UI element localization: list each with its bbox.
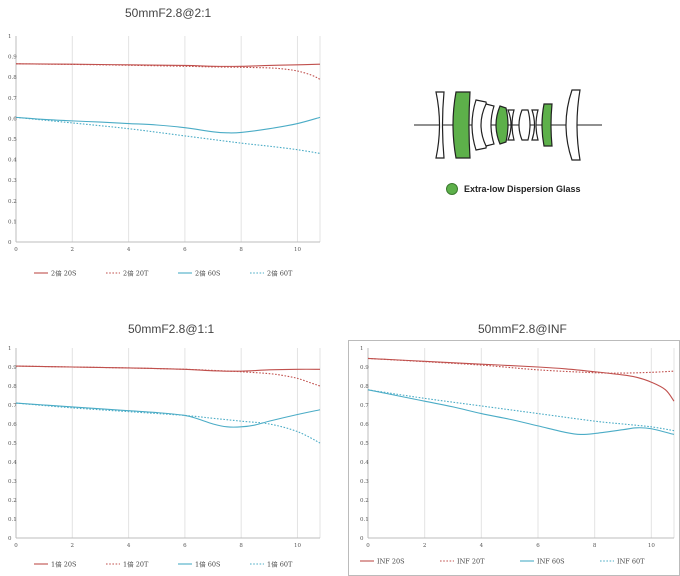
y-tick-label: 0.4 — [360, 460, 369, 466]
series-line-2 — [367, 389, 675, 436]
y-tick-label: 0.3 — [8, 479, 17, 485]
y-tick-label: 0.5 — [8, 441, 17, 447]
lens-construction-diagram — [414, 89, 602, 161]
x-tick-label: 10 — [294, 247, 301, 253]
x-tick-label: 0 — [366, 543, 370, 549]
lens-element-7 — [518, 109, 531, 141]
lens-element-ed-1 — [452, 91, 471, 159]
x-tick-label: 10 — [294, 543, 301, 549]
legend-label-3: 2倍 60T — [267, 269, 293, 278]
x-tick-label: 10 — [648, 543, 655, 549]
y-tick-label: 1 — [8, 346, 12, 352]
series-line-2 — [15, 402, 321, 428]
y-tick-label: 0.7 — [8, 96, 17, 102]
y-tick-label: 0.6 — [360, 422, 369, 428]
series-line-1 — [15, 63, 321, 80]
x-tick-label: 4 — [480, 543, 484, 549]
mtf-chart-2to1: 0 2 4 6 8 10 0 0.1 0.2 0.3 0.4 0.5 0.6 0.7 0.8 0.9 1 2倍 2… — [8, 34, 321, 278]
x-tick-label: 6 — [536, 543, 540, 549]
lens-element-ed-3 — [541, 103, 553, 147]
lens-element-4 — [480, 103, 495, 147]
ed-glass-swatch — [446, 183, 458, 195]
y-tick-label: 1 — [360, 346, 364, 352]
series-line-0 — [15, 365, 321, 372]
series-line-2 — [15, 116, 321, 134]
x-tick-label: 2 — [71, 543, 75, 549]
y-tick-label: 0.2 — [8, 199, 17, 205]
y-tick-label: 0.8 — [8, 75, 17, 81]
legend-label-0: 2倍 20S — [51, 269, 76, 278]
x-tick-label: 8 — [239, 543, 243, 549]
mtf-chart-inf: 0 2 4 6 8 10 0 0.1 0.2 0.3 0.4 0.5 0.6 0.7 0.8 0.9 1 INF … — [348, 340, 680, 576]
x-tick-label: 0 — [14, 247, 18, 253]
x-tick-label: 0 — [14, 543, 18, 549]
y-tick-label: 0.8 — [8, 384, 17, 390]
y-tick-label: 0 — [8, 536, 12, 542]
y-tick-label: 0.5 — [360, 441, 369, 447]
series-line-0 — [367, 357, 675, 402]
series-line-0 — [15, 63, 321, 67]
lens-legend: Extra-low Dispersion Glass — [446, 183, 581, 195]
y-tick-label: 0 — [360, 536, 364, 542]
x-tick-label: 4 — [127, 247, 131, 253]
lens-legend-label: Extra-low Dispersion Glass — [464, 184, 581, 194]
y-tick-label: 0.2 — [8, 498, 17, 504]
y-tick-label: 0.3 — [360, 479, 369, 485]
legend-label-3: INF 60T — [617, 558, 645, 566]
y-tick-label: 0.8 — [360, 384, 369, 390]
legend-label-1: 1倍 20T — [123, 560, 149, 569]
y-tick-label: 0.2 — [360, 498, 369, 504]
chart-title-2to1: 50mmF2.8@2:1 — [125, 6, 212, 20]
y-tick-label: 0.9 — [360, 365, 369, 371]
y-tick-label: 0.7 — [360, 403, 369, 409]
legend-label-1: INF 20T — [457, 558, 485, 566]
y-tick-label: 0.9 — [8, 55, 17, 61]
x-tick-label: 6 — [183, 543, 187, 549]
legend-label-2: 1倍 60S — [195, 560, 220, 569]
x-tick-label: 8 — [239, 247, 243, 253]
y-tick-label: 0.5 — [8, 137, 17, 143]
chart-title-1to1: 50mmF2.8@1:1 — [128, 322, 215, 336]
y-tick-label: 0.7 — [8, 403, 17, 409]
x-tick-label: 6 — [183, 247, 187, 253]
x-tick-label: 8 — [593, 543, 597, 549]
lens-element-6 — [507, 109, 515, 141]
y-tick-label: 0.1 — [360, 517, 369, 523]
legend-label-0: 1倍 20S — [51, 560, 76, 569]
series-line-3 — [367, 389, 675, 432]
y-tick-label: 0.6 — [8, 116, 17, 122]
series-line-3 — [15, 116, 321, 154]
lens-element-1 — [435, 91, 445, 159]
x-tick-label: 4 — [127, 543, 131, 549]
legend-label-2: 2倍 60S — [195, 269, 220, 278]
x-tick-label: 2 — [71, 247, 75, 253]
legend-label-3: 1倍 60T — [267, 560, 293, 569]
series-line-3 — [15, 402, 321, 444]
x-tick-label: 2 — [423, 543, 427, 549]
y-tick-label: 0.1 — [8, 517, 17, 523]
y-tick-label: 0.4 — [8, 158, 17, 164]
y-tick-label: 0.3 — [8, 178, 17, 184]
legend-label-0: INF 20S — [377, 558, 405, 566]
y-tick-label: 1 — [8, 34, 12, 40]
y-tick-label: 0.6 — [8, 422, 17, 428]
y-tick-label: 0.1 — [8, 219, 17, 225]
y-tick-label: 0.4 — [8, 460, 17, 466]
chart-title-inf: 50mmF2.8@INF — [478, 322, 567, 336]
series-line-1 — [15, 365, 321, 387]
y-tick-label: 0.9 — [8, 365, 17, 371]
legend-label-1: 2倍 20T — [123, 269, 149, 278]
lens-element-10 — [565, 89, 581, 161]
legend-label-2: INF 60S — [537, 558, 565, 566]
y-tick-label: 0 — [8, 240, 12, 246]
series-line-1 — [367, 357, 675, 374]
lens-element-8 — [531, 109, 539, 141]
mtf-chart-1to1: 0 2 4 6 8 10 0 0.1 0.2 0.3 0.4 0.5 0.6 0.7 0.8 0.9 1 1倍 2… — [8, 346, 321, 569]
lens-element-ed-2 — [495, 105, 509, 145]
